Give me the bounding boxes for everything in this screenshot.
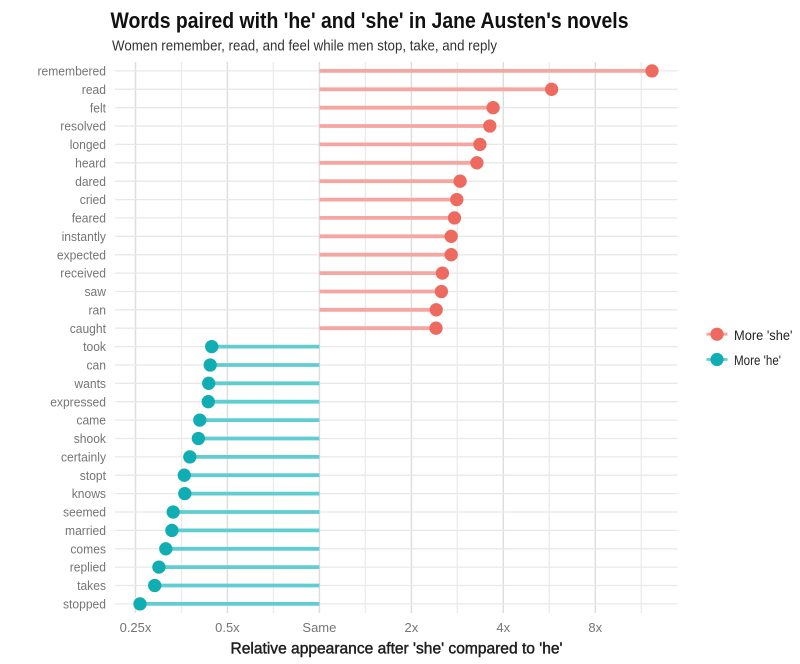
svg-text:came: came xyxy=(76,413,106,428)
svg-text:cried: cried xyxy=(80,192,106,207)
svg-text:Relative appearance after 'she: Relative appearance after 'she' compared… xyxy=(231,641,563,658)
svg-text:0.5x: 0.5x xyxy=(215,620,240,635)
svg-text:dared: dared xyxy=(75,174,106,189)
svg-text:can: can xyxy=(87,358,107,373)
svg-text:remembered: remembered xyxy=(38,64,107,79)
svg-text:stopt: stopt xyxy=(80,468,107,483)
svg-text:comes: comes xyxy=(70,541,106,556)
svg-text:Women remember, read, and feel: Women remember, read, and feel while men… xyxy=(112,38,497,55)
svg-text:knows: knows xyxy=(72,486,107,501)
svg-text:More 'she': More 'she' xyxy=(734,328,793,343)
svg-text:2x: 2x xyxy=(405,620,419,635)
svg-text:replied: replied xyxy=(70,560,106,575)
svg-text:felt: felt xyxy=(90,100,106,115)
svg-text:expected: expected xyxy=(57,247,106,262)
svg-text:wants: wants xyxy=(73,376,106,391)
svg-text:saw: saw xyxy=(85,284,107,299)
svg-text:feared: feared xyxy=(72,211,106,226)
svg-text:instantly: instantly xyxy=(62,229,107,244)
svg-text:0.25x: 0.25x xyxy=(120,620,152,635)
svg-text:caught: caught xyxy=(70,321,107,336)
svg-text:Same: Same xyxy=(302,620,336,635)
svg-text:expressed: expressed xyxy=(50,394,106,409)
svg-text:received: received xyxy=(60,266,106,281)
svg-text:heard: heard xyxy=(75,155,106,170)
svg-text:longed: longed xyxy=(70,137,106,152)
svg-text:seemed: seemed xyxy=(63,505,106,520)
svg-text:takes: takes xyxy=(77,578,106,593)
svg-text:read: read xyxy=(82,82,106,97)
svg-text:resolved: resolved xyxy=(60,119,106,134)
svg-text:8x: 8x xyxy=(588,620,602,635)
svg-text:ran: ran xyxy=(89,302,107,317)
svg-text:4x: 4x xyxy=(496,620,510,635)
svg-text:married: married xyxy=(65,523,106,538)
svg-text:shook: shook xyxy=(74,431,107,446)
svg-text:took: took xyxy=(83,339,106,354)
svg-text:certainly: certainly xyxy=(61,450,106,465)
svg-text:More 'he': More 'he' xyxy=(734,353,781,368)
svg-text:Words paired with 'he' and 'sh: Words paired with 'he' and 'she' in Jane… xyxy=(111,8,629,33)
svg-text:stopped: stopped xyxy=(63,597,106,612)
